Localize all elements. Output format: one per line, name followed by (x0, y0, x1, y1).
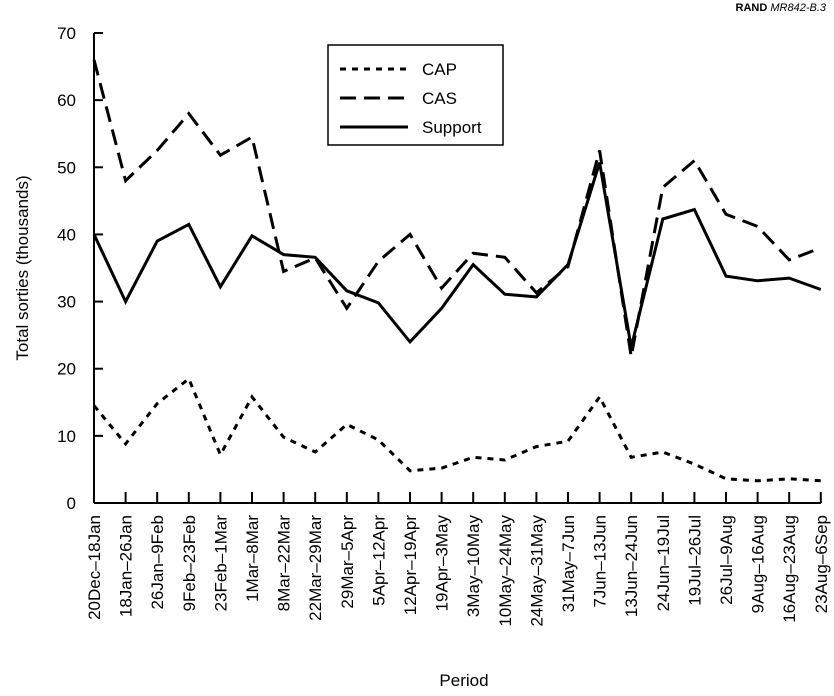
axes (93, 33, 821, 504)
series-line-cap (92, 376, 821, 483)
x-tick-label: 10May–24May (496, 515, 515, 627)
x-tick-label: 23Aug–6Sep (812, 515, 831, 613)
x-tick-label: 7Jun–13Jun (591, 515, 610, 608)
legend-label-cap: CAP (422, 60, 457, 79)
y-tick-label: 40 (57, 225, 76, 244)
legend-label-support: Support (422, 118, 482, 137)
legend-label-cas: CAS (422, 89, 457, 108)
y-axis-ticks: 0 10 20 30 40 50 60 70 (57, 24, 103, 513)
y-tick-label: 70 (57, 24, 76, 43)
x-tick-label: 26Jan–9Feb (148, 515, 167, 610)
x-axis-ticks: 20Dec–18Jan 18Jan–26Jan 26Jan–9Feb 9Feb–23F… (85, 492, 831, 627)
y-tick-label: 20 (57, 360, 76, 379)
x-tick-label: 13Jun–24Jun (622, 515, 641, 617)
series-line-support (92, 162, 822, 348)
x-tick-label: 19Jul–26Jul (685, 515, 704, 606)
y-tick-label: 30 (57, 293, 76, 312)
x-tick-label: 23Feb–1Mar (211, 515, 230, 612)
source-note-org: RAND (735, 2, 768, 14)
series-lines (92, 59, 822, 483)
x-tick-label: 31May–7Jun (559, 515, 578, 612)
x-tick-label: 20Dec–18Jan (85, 515, 104, 620)
x-tick-label: 29Mar–5Apr (338, 515, 357, 609)
x-tick-label: 16Aug–23Aug (780, 515, 799, 623)
y-tick-label: 0 (67, 494, 76, 513)
x-axis-title: Period (439, 671, 488, 690)
legend: CAP CAS Support (327, 44, 504, 146)
y-tick-label: 60 (57, 91, 76, 110)
x-tick-label: 9Feb–23Feb (180, 515, 199, 611)
x-tick-label: 26Jul–9Aug (717, 515, 736, 605)
x-tick-label: 1Mar–8Mar (243, 515, 262, 602)
x-tick-label: 8Mar–22Mar (275, 515, 294, 612)
x-tick-label: 12Apr–19Apr (401, 515, 420, 616)
y-axis-title: Total sorties (thousands) (13, 175, 32, 360)
x-tick-label: 22Mar–29Mar (306, 515, 325, 621)
x-tick-label: 5Apr–12Apr (369, 515, 388, 606)
source-note-code: MR842-B.3 (770, 2, 826, 14)
x-tick-label: 24Jun–19Jul (654, 515, 673, 611)
x-tick-label: 3May–10May (464, 515, 483, 618)
x-tick-label: 24May–31May (527, 515, 546, 627)
x-tick-label: 18Jan–26Jan (117, 515, 136, 617)
source-note: RAND MR842-B.3 (736, 2, 826, 14)
series-line-cas (92, 59, 822, 357)
y-tick-label: 10 (57, 427, 76, 446)
x-tick-label: 9Aug–16Aug (749, 515, 768, 613)
y-tick-label: 50 (57, 158, 76, 177)
x-tick-label: 19Apr–3May (433, 515, 452, 612)
